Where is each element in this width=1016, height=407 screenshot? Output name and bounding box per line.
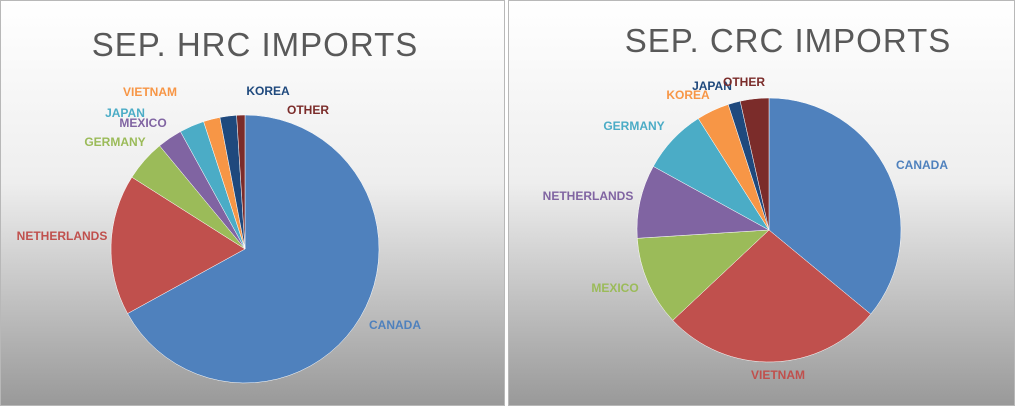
pie-slice [236, 114, 246, 250]
slice-label: MEXICO [119, 116, 166, 130]
slice-label: OTHER [287, 103, 329, 117]
pie-slice [768, 97, 902, 315]
slice-label: VIETNAM [123, 85, 177, 99]
slice-label: MEXICO [591, 281, 638, 295]
slice-label: GERMANY [603, 119, 664, 133]
pie-slice [110, 176, 246, 314]
slice-label: CANADA [896, 158, 948, 172]
pie-slice [672, 229, 872, 363]
pie-slice [739, 97, 770, 231]
slice-label: OTHER [723, 75, 765, 89]
slice-label: NETHERLANDS [17, 229, 108, 243]
chart-title: SEP. CRC IMPORTS [625, 22, 952, 59]
pie-slice [127, 114, 380, 384]
slice-label: GERMANY [84, 135, 145, 149]
slice-label: KOREA [246, 84, 290, 98]
slice-label: VIETNAM [751, 368, 805, 382]
slice-label: KOREA [666, 88, 710, 102]
pie-slice [636, 229, 770, 321]
slice-label: JAPAN [105, 106, 145, 120]
slice-label: NETHERLANDS [543, 189, 634, 203]
slice-label: CANADA [369, 318, 421, 332]
slice-label: JAPAN [692, 79, 732, 93]
chart-title: SEP. HRC IMPORTS [92, 26, 419, 63]
